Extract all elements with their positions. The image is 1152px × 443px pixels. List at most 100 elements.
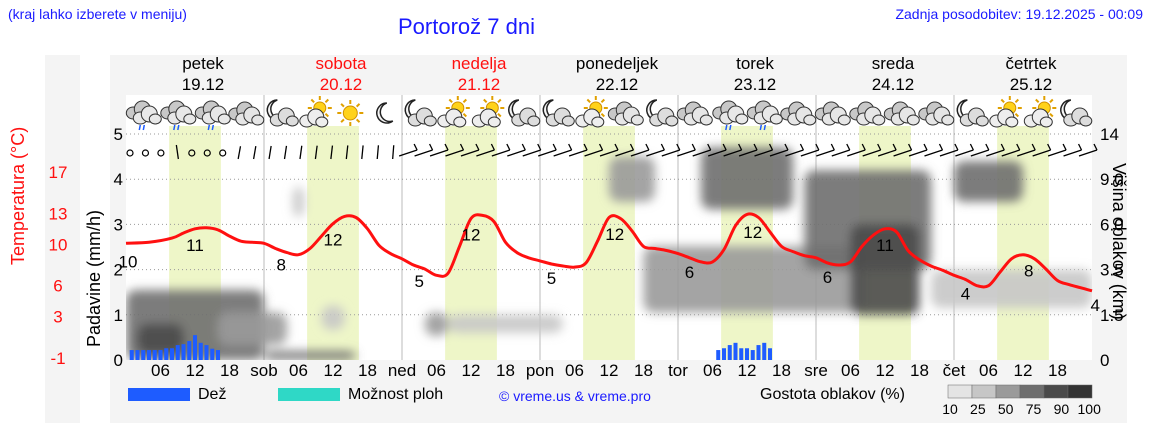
cloud-shape [989, 108, 1019, 128]
wind-barb-feather [738, 143, 743, 151]
cloud-puff [837, 114, 851, 126]
x-tick-label: 18 [496, 361, 515, 380]
calm-wind-icon [188, 149, 196, 157]
cloud-height-axis-label: Višina oblakov (km) [1109, 163, 1129, 320]
x-tick-label: 18 [358, 361, 377, 380]
wind-barb-feather [1000, 143, 1005, 151]
rain-bar [215, 350, 221, 360]
rain-bar [767, 348, 773, 360]
wind-barb-icon [862, 149, 881, 157]
density-level-label: 90 [1054, 401, 1070, 417]
rain-drop [211, 124, 215, 131]
cloud-shape [959, 107, 989, 127]
temperature-value-label: 8 [1024, 262, 1033, 281]
temperature-value-label: 12 [324, 231, 343, 250]
rain-cloud-icon [746, 100, 783, 131]
cloud-puff [217, 113, 231, 125]
day-name-label: četrtek [1005, 54, 1057, 73]
wind-barb-icon [414, 149, 433, 157]
wind-barb-icon [553, 149, 572, 157]
cloud-shape [407, 107, 437, 127]
x-tick-label: 12 [738, 361, 757, 380]
sun-ray [310, 98, 315, 104]
cloud-blob [425, 312, 448, 336]
rain-bar [141, 350, 146, 360]
cloud-height-tick-label: 1.5 [1100, 306, 1124, 325]
wind-barb-feather [506, 143, 511, 151]
calm-wind-icon [203, 149, 211, 157]
rain-bar [721, 348, 727, 360]
rain-drop [759, 124, 763, 131]
cloud-blob [931, 269, 1092, 309]
cloud-shape [235, 106, 265, 126]
cloud-puff [630, 114, 644, 126]
copyright-link[interactable]: © vreme.us & vreme.pro [499, 388, 651, 404]
wind-barb-feather [614, 143, 619, 151]
wind-barb-icon [1047, 149, 1067, 157]
cloud-height-tick-label: 14 [1100, 125, 1119, 144]
x-tick-label: 18 [220, 361, 239, 380]
shower-legend-swatch [278, 388, 340, 401]
cloud-puff [453, 116, 467, 128]
temperature-value-label: 5 [547, 269, 556, 288]
sun-cloud-icon [575, 96, 608, 128]
wind-barb-feather [490, 143, 495, 151]
x-tick-label: 12 [324, 361, 343, 380]
rain-drop [173, 124, 176, 131]
rain-drop [763, 124, 767, 131]
calm-wind-icon [219, 149, 227, 157]
sun-ray [1000, 98, 1005, 104]
cloud-shape [1063, 107, 1093, 127]
wind-barb-icon [630, 149, 650, 157]
cloud-shape [925, 106, 955, 126]
moon-cloud-icon [266, 99, 299, 127]
rain-legend-label: Dež [198, 386, 227, 403]
rain-bar [129, 350, 134, 360]
sun-ray [355, 118, 361, 123]
wind-barb-icon [769, 149, 789, 157]
cloud-shape [683, 106, 713, 126]
temperature-value-label: 12 [462, 226, 481, 245]
wind-barb-icon [785, 149, 804, 157]
cloud-blob [954, 161, 1023, 202]
wind-barb-feather [969, 143, 974, 151]
cloud-icon [676, 101, 713, 126]
density-swatch [1067, 384, 1093, 399]
x-tick-label: 18 [772, 361, 791, 380]
cloud-puff [315, 116, 329, 128]
x-tick-label: 12 [462, 361, 481, 380]
wind-barb-feather [645, 143, 650, 151]
wind-barb-feather [1016, 143, 1021, 151]
sun-cloud-icon [437, 96, 470, 128]
moon-cloud-icon [646, 99, 679, 127]
cloud-puff [803, 114, 817, 126]
location-hint[interactable]: (kraj lahko izberete v meniju) [8, 6, 187, 22]
wind-barb-feather [877, 143, 882, 151]
sun-ray [324, 98, 329, 104]
wind-barb-feather [938, 143, 944, 151]
temperature-tick-label: 6 [53, 277, 62, 296]
wind-barb-icon [460, 149, 480, 157]
rain-legend-swatch [128, 388, 190, 401]
wind-barb-icon [252, 146, 257, 160]
x-tick-label: 12 [876, 361, 895, 380]
wind-barb-icon [376, 145, 380, 160]
sun-ray [448, 98, 453, 104]
wind-barb-icon [692, 149, 711, 157]
x-tick-label: 06 [703, 361, 722, 380]
sun-cloud-icon [989, 96, 1022, 128]
day-date-label: 22.12 [596, 75, 639, 94]
wind-barb-feather [428, 143, 434, 151]
cloud-icon [228, 101, 265, 126]
temperature-value-label: 4 [961, 284, 970, 303]
precip-tick-label: 3 [114, 215, 123, 234]
rain-drop [138, 124, 142, 131]
x-tick-label: 06 [427, 361, 446, 380]
wind-barb-icon [1016, 149, 1036, 157]
cloud-blob [321, 305, 345, 330]
cloud-icon [607, 101, 644, 126]
rain-bar [192, 335, 198, 360]
cloud-blob [448, 314, 563, 333]
cloud-blob [218, 312, 287, 345]
x-tick-label: 06 [841, 361, 860, 380]
